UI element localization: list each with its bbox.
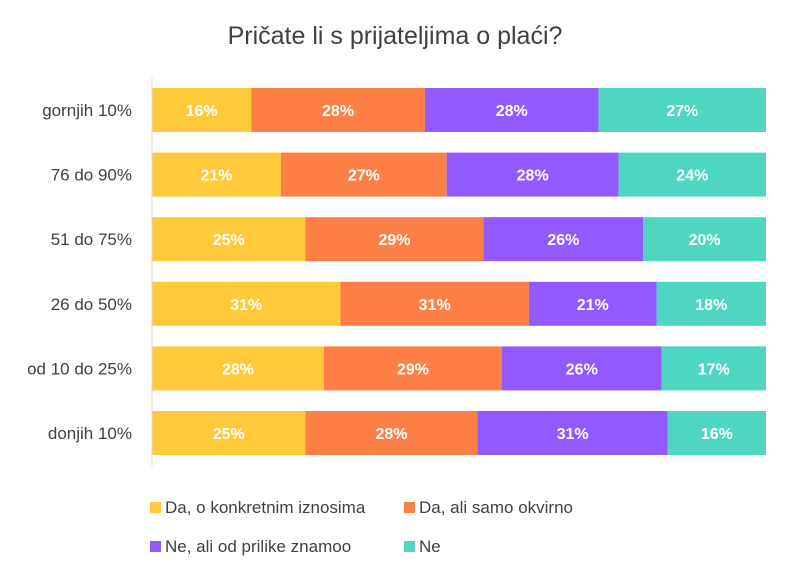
bar-segment	[152, 346, 324, 391]
data-label: 16%	[701, 426, 733, 443]
legend-swatch	[150, 502, 161, 513]
data-label: 31%	[419, 297, 451, 314]
category-labels: gornjih 10% 76 do 90% 51 do 75% 26 do 50% od…	[27, 101, 132, 443]
legend-swatch	[404, 541, 415, 552]
data-label: 29%	[379, 232, 411, 249]
bar-segment	[528, 281, 657, 326]
data-label: 28%	[517, 168, 549, 185]
bar-segment	[323, 346, 502, 391]
bar-segment	[152, 217, 306, 262]
bar-segment	[656, 281, 766, 326]
data-label: 31%	[557, 426, 589, 443]
legend-swatch	[404, 502, 415, 513]
category-label: 76 do 90%	[51, 166, 132, 185]
legend-label: Da, ali samo okvirno	[419, 498, 573, 517]
legend-label: Da, o konkretnim iznosima	[165, 498, 366, 517]
data-label: 25%	[213, 232, 245, 249]
data-label: 27%	[348, 168, 380, 185]
bar-segment	[251, 88, 425, 132]
bar-segment	[483, 217, 644, 262]
bar-segment	[424, 88, 599, 132]
bar-segment	[305, 411, 478, 455]
bar-segment	[340, 281, 529, 326]
category-label: donjih 10%	[48, 424, 132, 443]
bar-segment	[667, 411, 766, 455]
bar-segment	[643, 217, 766, 262]
bar-segment	[152, 152, 281, 197]
bar-segment	[280, 152, 447, 197]
legend-swatch	[150, 541, 161, 552]
data-label: 16%	[186, 103, 218, 120]
bar-segment	[152, 281, 341, 326]
chart-title: Pričate li s prijateljima o plaći?	[228, 22, 563, 50]
data-label: 24%	[676, 168, 708, 185]
bar-segment	[501, 346, 662, 391]
legend: Da, o konkretnim iznosima Da, ali samo ok…	[150, 498, 573, 556]
data-label: 21%	[200, 168, 232, 185]
category-label: 51 do 75%	[51, 230, 132, 249]
data-label: 26%	[547, 232, 579, 249]
bar-segment	[152, 88, 252, 132]
bar-segment	[152, 411, 306, 455]
data-label: 18%	[695, 297, 727, 314]
legend-label: Ne	[419, 537, 441, 556]
data-label: 17%	[698, 361, 730, 378]
data-label: 20%	[689, 232, 721, 249]
data-label: 29%	[397, 361, 429, 378]
data-label: 28%	[375, 426, 407, 443]
data-label: 21%	[577, 297, 609, 314]
bar-segment	[598, 88, 766, 132]
data-label: 28%	[322, 103, 354, 120]
category-label: gornjih 10%	[42, 101, 132, 120]
bar-segment	[618, 152, 766, 197]
bar-segment	[446, 152, 619, 197]
data-label: 25%	[213, 426, 245, 443]
bar-segment	[305, 217, 484, 262]
category-label: od 10 do 25%	[27, 359, 132, 378]
data-label: 26%	[566, 361, 598, 378]
data-label: 28%	[222, 361, 254, 378]
bars-group: 16% 28% 28% 27% 21% 27% 28% 24% 25% 29% 26% 20% 31% 3…	[152, 88, 766, 455]
legend-label: Ne, ali od prilike znamoo	[165, 537, 351, 556]
category-label: 26 do 50%	[51, 295, 132, 314]
bar-segment	[661, 346, 766, 391]
data-label: 31%	[230, 297, 262, 314]
data-label: 27%	[666, 103, 698, 120]
bar-segment	[477, 411, 668, 455]
data-label: 28%	[496, 103, 528, 120]
